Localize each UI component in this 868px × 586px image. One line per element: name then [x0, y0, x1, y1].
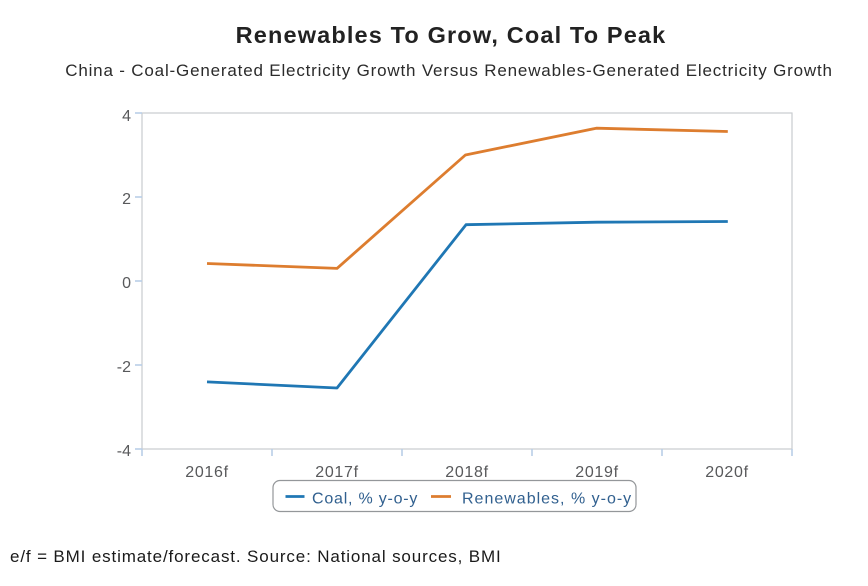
svg-text:Coal, % y-o-y: Coal, % y-o-y: [312, 491, 418, 508]
svg-text:0: 0: [122, 275, 131, 292]
svg-text:2019f: 2019f: [575, 464, 619, 481]
svg-text:2016f: 2016f: [185, 464, 229, 481]
svg-text:China - Coal-Generated Electri: China - Coal-Generated Electricity Growt…: [65, 61, 833, 80]
svg-text:-2: -2: [117, 359, 131, 376]
svg-text:Renewables, % y-o-y: Renewables, % y-o-y: [462, 491, 632, 508]
svg-text:2: 2: [122, 191, 131, 208]
svg-text:4: 4: [122, 108, 131, 125]
svg-text:Renewables To Grow, Coal To Pe: Renewables To Grow, Coal To Peak: [236, 22, 667, 48]
svg-text:2017f: 2017f: [315, 464, 359, 481]
svg-text:2020f: 2020f: [705, 464, 749, 481]
svg-text:-4: -4: [117, 443, 131, 460]
svg-text:e/f = BMI estimate/forecast. S: e/f = BMI estimate/forecast. Source: Nat…: [10, 547, 502, 566]
svg-text:2018f: 2018f: [445, 464, 489, 481]
